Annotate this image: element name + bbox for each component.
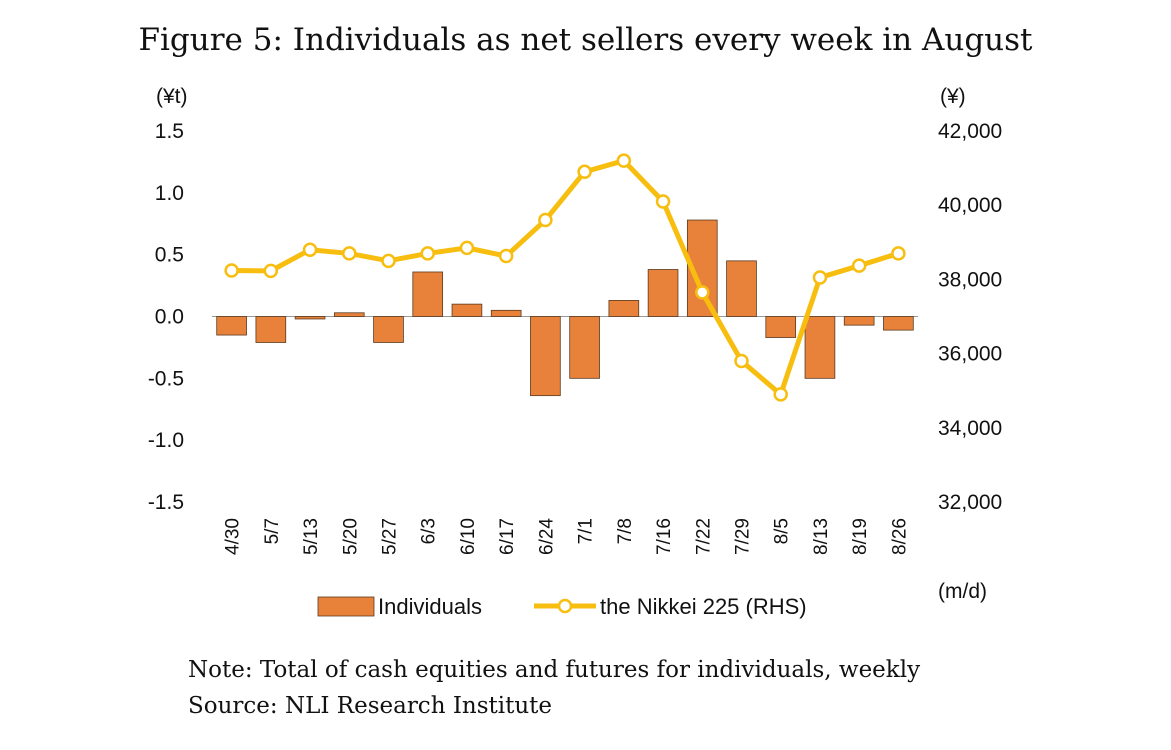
x-tick-label: 8/13 bbox=[811, 518, 832, 555]
nikkei-point bbox=[616, 153, 632, 168]
chart-canvas: 1.5 1.0 0.5 0.0 -0.5 -1.0 -1.5 42,000 40,000 38,… bbox=[148, 85, 1002, 619]
individuals-bar bbox=[765, 316, 797, 338]
x-tick-label: 6/10 bbox=[458, 518, 479, 555]
x-tick-label: 5/7 bbox=[262, 518, 283, 544]
left-tick-label: -1.5 bbox=[148, 491, 184, 514]
nikkei-point bbox=[734, 353, 749, 369]
individuals-bar bbox=[373, 316, 404, 343]
x-tick-label: 7/16 bbox=[654, 518, 675, 555]
nikkei-point bbox=[224, 263, 239, 278]
x-tick-label: 6/3 bbox=[419, 518, 440, 544]
individuals-bar bbox=[726, 260, 757, 317]
nikkei-point bbox=[381, 253, 396, 269]
individuals-bar bbox=[451, 303, 483, 317]
individuals-bar bbox=[883, 316, 914, 331]
left-tick-label: -1.0 bbox=[148, 429, 184, 452]
x-tick-label: 6/17 bbox=[497, 518, 518, 555]
individuals-bar bbox=[294, 316, 326, 320]
nikkei-point bbox=[812, 270, 828, 285]
legend-label-nikkei: the Nikkei 225 (RHS) bbox=[600, 594, 807, 619]
x-tick-label: 7/29 bbox=[733, 518, 754, 555]
source-text: Source: NLI Research Institute bbox=[188, 693, 553, 719]
nikkei-point bbox=[538, 212, 553, 228]
legend: Individuals the Nikkei 225 (RHS) bbox=[317, 594, 807, 619]
legend-label-individuals: Individuals bbox=[378, 594, 482, 619]
x-tick-label: 8/26 bbox=[889, 518, 910, 555]
individuals-bar bbox=[804, 316, 836, 379]
legend-bar-swatch bbox=[317, 596, 375, 617]
individuals-bar bbox=[255, 316, 287, 343]
nikkei-point bbox=[577, 164, 592, 180]
individuals-bar bbox=[216, 316, 247, 336]
x-tick-label: 5/27 bbox=[380, 518, 401, 555]
nikkei-line-series bbox=[224, 153, 906, 402]
nikkei-point bbox=[695, 285, 710, 300]
footnotes: Note: Total of cash equities and futures… bbox=[188, 652, 920, 724]
right-axis-unit: (¥) bbox=[940, 85, 966, 108]
nikkei-point bbox=[851, 258, 867, 273]
note-text: Note: Total of cash equities and futures… bbox=[188, 657, 921, 683]
nikkei-point bbox=[263, 263, 279, 279]
individuals-bar bbox=[569, 316, 600, 379]
x-tick-label: 4/30 bbox=[223, 518, 244, 555]
right-tick-label: 36,000 bbox=[938, 343, 1002, 366]
x-axis-unit: (m/d) bbox=[938, 580, 987, 603]
left-tick-label: 0.0 bbox=[155, 306, 184, 329]
x-tick-label: 6/24 bbox=[536, 518, 557, 555]
left-tick-label: 1.5 bbox=[155, 120, 184, 143]
left-axis-unit: (¥t) bbox=[156, 85, 188, 108]
individuals-bar bbox=[608, 300, 640, 317]
individuals-bar bbox=[333, 312, 365, 317]
right-tick-label: 34,000 bbox=[938, 417, 1002, 440]
individuals-bar bbox=[647, 269, 679, 317]
right-tick-label: 38,000 bbox=[938, 268, 1002, 291]
nikkei-point bbox=[459, 240, 475, 256]
x-tick-label: 8/5 bbox=[772, 518, 793, 544]
nikkei-point bbox=[773, 387, 788, 402]
right-tick-label: 42,000 bbox=[938, 120, 1002, 143]
left-tick-label: -0.5 bbox=[148, 367, 184, 390]
individuals-bar bbox=[843, 316, 875, 326]
individuals-bars bbox=[216, 219, 914, 397]
x-axis: 4/30 5/7 5/13 5/20 5/27 6/3 6/10 6/17 6/24 7/1 7/8… bbox=[223, 518, 911, 555]
right-y-axis: 42,000 40,000 38,000 36,000 34,000 32,000 bbox=[938, 120, 1002, 514]
x-tick-label: 5/20 bbox=[340, 518, 361, 555]
x-tick-label: 7/1 bbox=[576, 518, 597, 544]
nikkei-point bbox=[342, 246, 357, 261]
nikkei-point bbox=[891, 246, 906, 261]
individuals-bar bbox=[530, 316, 561, 397]
left-y-axis: 1.5 1.0 0.5 0.0 -0.5 -1.0 -1.5 bbox=[148, 120, 184, 514]
x-tick-label: 5/13 bbox=[301, 518, 322, 555]
chart-title: Figure 5: Individuals as net sellers eve… bbox=[138, 22, 1033, 58]
individuals-bar bbox=[490, 309, 522, 317]
right-tick-label: 40,000 bbox=[938, 194, 1002, 217]
nikkei-point bbox=[302, 242, 318, 257]
nikkei-point bbox=[655, 194, 671, 209]
x-tick-label: 7/22 bbox=[693, 518, 714, 555]
individuals-bar bbox=[412, 271, 444, 317]
legend-point-swatch bbox=[557, 598, 573, 614]
right-tick-label: 32,000 bbox=[938, 491, 1002, 514]
left-tick-label: 1.0 bbox=[155, 182, 184, 205]
left-tick-label: 0.5 bbox=[155, 244, 184, 267]
nikkei-point bbox=[498, 248, 514, 264]
x-tick-label: 8/19 bbox=[850, 518, 871, 555]
nikkei-point bbox=[420, 246, 435, 261]
x-tick-label: 7/8 bbox=[615, 518, 636, 544]
nikkei-line bbox=[231, 158, 900, 397]
